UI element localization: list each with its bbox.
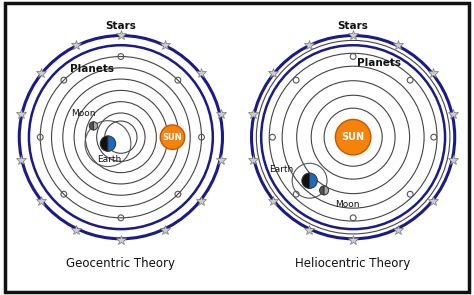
- Circle shape: [160, 125, 185, 150]
- Text: Stars: Stars: [337, 21, 369, 31]
- Text: SUN: SUN: [342, 132, 365, 142]
- Text: Heliocentric Theory: Heliocentric Theory: [295, 257, 411, 270]
- Wedge shape: [108, 136, 116, 151]
- Text: Moon: Moon: [72, 109, 96, 118]
- Circle shape: [336, 119, 371, 155]
- Wedge shape: [89, 122, 93, 130]
- Wedge shape: [319, 186, 324, 195]
- Wedge shape: [100, 136, 108, 151]
- Text: Stars: Stars: [105, 21, 137, 31]
- Wedge shape: [324, 186, 328, 195]
- Wedge shape: [93, 122, 98, 130]
- Text: Planets: Planets: [357, 58, 401, 68]
- Text: Earth: Earth: [269, 165, 293, 174]
- Text: Planets: Planets: [70, 64, 114, 74]
- Text: Earth: Earth: [98, 155, 122, 164]
- Text: Geocentric Theory: Geocentric Theory: [66, 257, 175, 270]
- Text: SUN: SUN: [163, 133, 182, 142]
- Wedge shape: [302, 173, 310, 189]
- Wedge shape: [310, 173, 317, 189]
- Text: Moon: Moon: [336, 200, 360, 209]
